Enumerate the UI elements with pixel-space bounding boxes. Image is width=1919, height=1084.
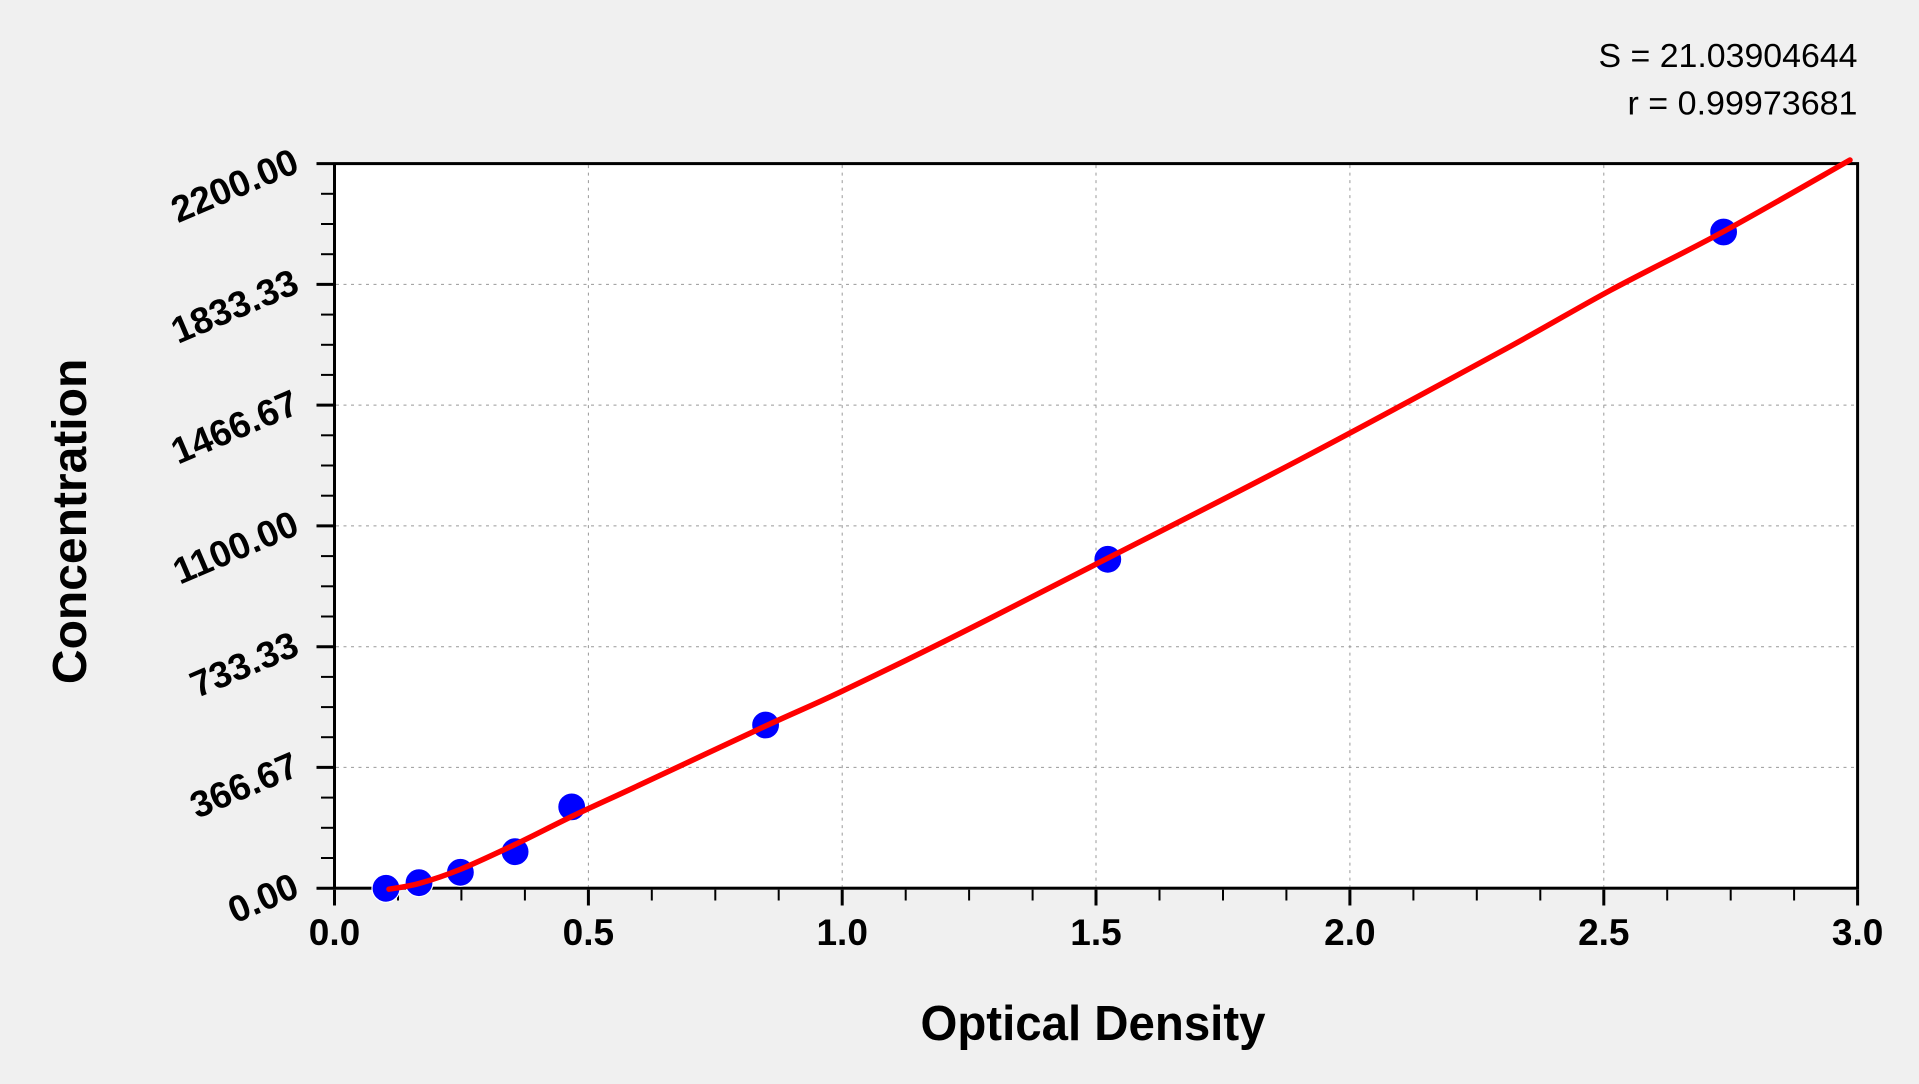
svg-text:1466.67: 1466.67 — [165, 382, 304, 472]
svg-text:2.0: 2.0 — [1324, 912, 1375, 953]
svg-text:Concentration: Concentration — [44, 359, 97, 684]
svg-text:0.0: 0.0 — [309, 912, 360, 953]
svg-text:3.0: 3.0 — [1832, 912, 1883, 953]
svg-text:1100.00: 1100.00 — [167, 503, 304, 592]
svg-text:S = 21.03904644: S = 21.03904644 — [1599, 37, 1858, 74]
svg-text:r = 0.99973681: r = 0.99973681 — [1628, 85, 1858, 122]
svg-text:733.33: 733.33 — [184, 624, 304, 706]
svg-text:1.5: 1.5 — [1070, 912, 1121, 953]
svg-text:2200.00: 2200.00 — [165, 141, 304, 231]
svg-text:1833.33: 1833.33 — [165, 261, 304, 351]
svg-text:2.5: 2.5 — [1578, 912, 1629, 953]
svg-text:1.0: 1.0 — [816, 912, 867, 953]
svg-text:0.5: 0.5 — [563, 912, 614, 953]
svg-text:Optical Density: Optical Density — [921, 997, 1266, 1051]
svg-text:366.67: 366.67 — [184, 744, 304, 826]
svg-text:0.00: 0.00 — [222, 865, 304, 931]
